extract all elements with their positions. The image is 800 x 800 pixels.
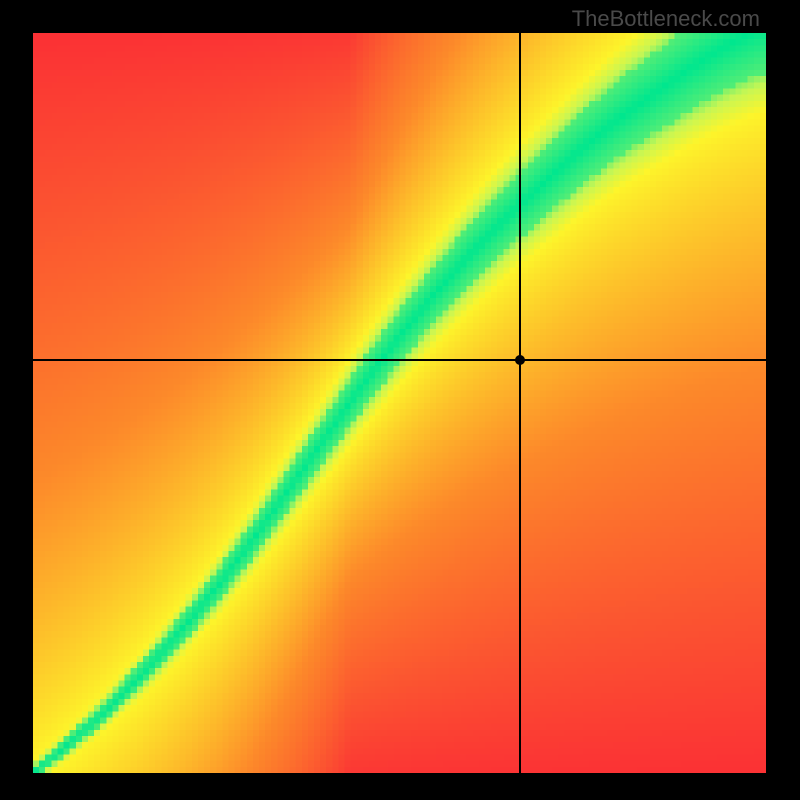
- watermark-text: TheBottleneck.com: [572, 6, 760, 32]
- crosshair-vertical: [519, 33, 521, 773]
- crosshair-horizontal: [33, 359, 766, 361]
- crosshair-marker: [515, 355, 525, 365]
- heatmap-canvas: [33, 33, 766, 773]
- heatmap-plot: [33, 33, 766, 773]
